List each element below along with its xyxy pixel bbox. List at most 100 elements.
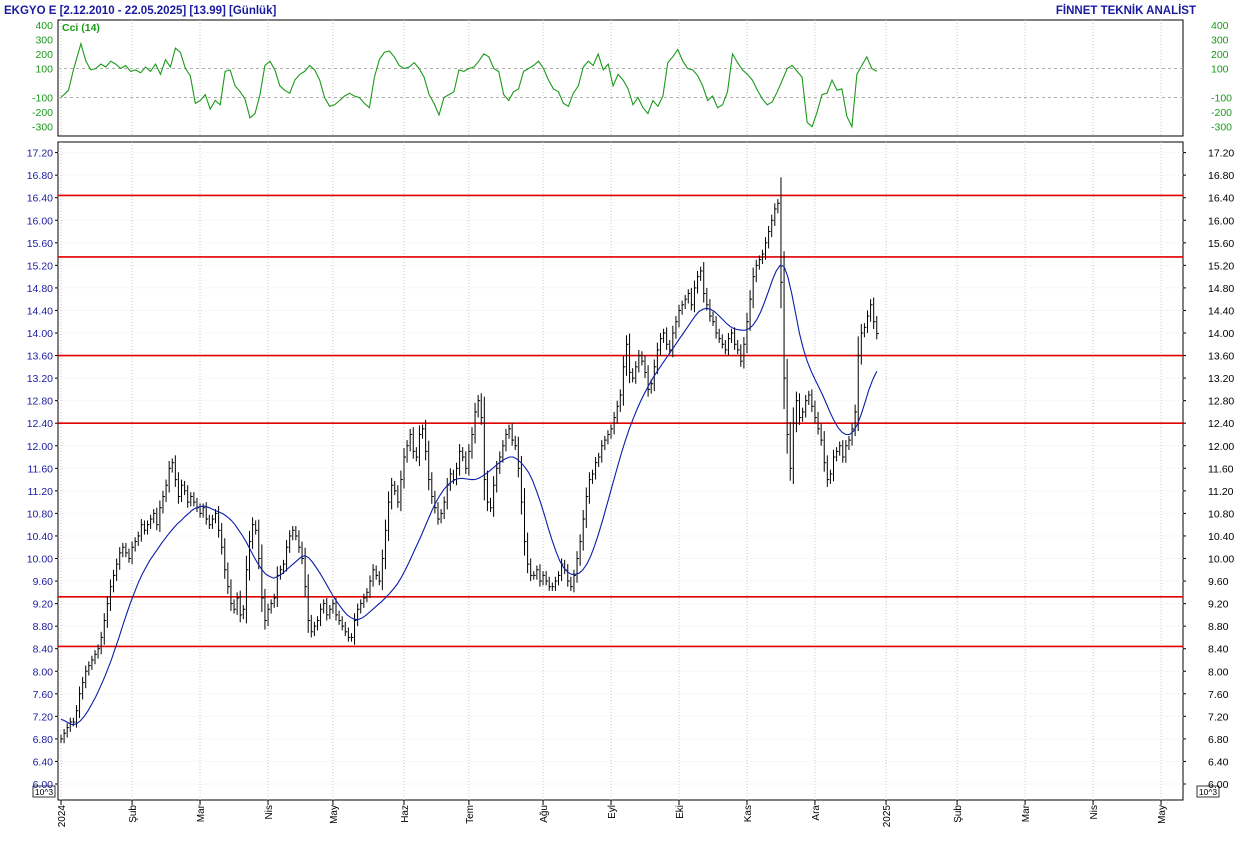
horizontal-levels-layer: [58, 194, 1183, 648]
price-y-tick-label-left: 10.80: [27, 508, 53, 520]
x-tick-label: Nis: [1089, 805, 1100, 819]
price-y-tick-label-left: 8.80: [33, 621, 54, 633]
price-y-tick-label-left: 6.40: [33, 756, 54, 768]
price-y-tick-label-left: 7.60: [33, 689, 54, 701]
price-y-tick-label-right: 12.40: [1208, 418, 1234, 430]
price-y-tick-label-right: 9.20: [1208, 599, 1229, 611]
cci-y-tick-label-left: 300: [35, 34, 53, 46]
price-y-tick-label-right: 8.80: [1208, 621, 1229, 633]
price-y-tick-label-left: 10.00: [27, 554, 53, 566]
price-y-tick-label-left: 6.00: [33, 779, 54, 791]
price-y-tick-label-left: 16.40: [27, 193, 53, 205]
price-y-tick-label-right: 9.60: [1208, 576, 1229, 588]
cci-layer: [60, 41, 878, 129]
price-y-tick-label-right: 10.40: [1208, 531, 1234, 543]
x-tick-label: 2024: [57, 805, 68, 828]
price-y-tick-label-left: 12.00: [27, 441, 53, 453]
cci-y-tick-label-right: -100: [1211, 93, 1232, 105]
price-y-tick-label-right: 14.80: [1208, 283, 1234, 295]
price-y-tick-label-left: 10.40: [27, 531, 53, 543]
price-y-tick-label-left: 12.80: [27, 396, 53, 408]
cci-y-tick-label-left: 200: [35, 49, 53, 61]
cci-y-tick-label-right: -200: [1211, 107, 1232, 119]
moving-average-layer: [60, 264, 878, 726]
price-y-tick-label-right: 13.20: [1208, 373, 1234, 385]
price-y-tick-label-right: 6.00: [1208, 779, 1229, 791]
x-tick-label: Nis: [264, 805, 275, 819]
cci-legend: Cci (14): [62, 22, 100, 34]
price-y-tick-label-left: 7.20: [33, 711, 54, 723]
price-y-tick-label-left: 15.60: [27, 238, 53, 250]
grid-layer: [58, 20, 1183, 800]
x-tick-label: May: [329, 805, 340, 824]
x-tick-label: Ara: [811, 805, 822, 821]
price-y-tick-label-left: 15.20: [27, 260, 53, 272]
price-y-tick-label-right: 10.00: [1208, 554, 1234, 566]
scale-label-right: 10^3: [1199, 787, 1217, 797]
price-y-tick-label-right: 6.40: [1208, 756, 1229, 768]
x-tick-label: Eki: [675, 805, 686, 819]
price-y-tick-label-right: 8.40: [1208, 644, 1229, 656]
price-y-tick-label-right: 16.00: [1208, 215, 1234, 227]
price-panel-frame: [57, 141, 1184, 801]
axis-labels-layer: 2024 Şub Mar Nis May Haz Tem Ağu Eyl Eki Kas Ara 202…: [27, 20, 1235, 827]
price-y-tick-label-left: 11.20: [28, 486, 54, 498]
price-y-tick-label-right: 12.80: [1208, 396, 1234, 408]
scale-box-right: [1196, 785, 1220, 798]
price-y-tick-label-left: 8.40: [33, 644, 54, 656]
price-y-tick-label-right: 15.60: [1208, 238, 1234, 250]
scale-box-left: [32, 785, 56, 798]
cci-y-tick-label-right: 200: [1211, 49, 1229, 61]
cci-panel-frame: [57, 19, 1184, 137]
price-y-tick-label-left: 14.00: [27, 328, 53, 340]
price-y-tick-label-left: 14.40: [27, 305, 53, 317]
cci-y-tick-label-left: 100: [35, 63, 53, 75]
price-y-tick-label-left: 11.60: [28, 463, 54, 475]
price-y-tick-label-right: 11.60: [1208, 463, 1234, 475]
scale-label-left: 10^3: [35, 787, 53, 797]
price-y-tick-label-right: 17.20: [1208, 148, 1234, 160]
price-y-tick-label-left: 9.20: [33, 599, 54, 611]
price-y-tick-label-right: 13.60: [1208, 351, 1234, 363]
x-tick-label: Tem: [465, 805, 476, 824]
price-y-tick-label-left: 13.60: [27, 351, 53, 363]
x-tick-label: Ağu: [539, 805, 550, 823]
price-y-tick-label-right: 15.20: [1208, 260, 1234, 272]
cci-y-tick-label-left: -200: [32, 107, 53, 119]
chart-title: EKGYO E [2.12.2010 - 22.05.2025] [13.99]…: [4, 5, 276, 17]
cci-y-tick-label-left: -300: [32, 122, 53, 134]
price-y-tick-label-right: 11.20: [1208, 486, 1234, 498]
price-y-tick-label-right: 10.80: [1208, 508, 1234, 520]
cci-y-tick-label-left: -100: [32, 93, 53, 105]
cci-y-tick-label-left: 400: [35, 20, 53, 32]
x-tick-label: Eyl: [607, 805, 618, 819]
cci-y-tick-label-right: -300: [1211, 122, 1232, 134]
price-bars-layer: [60, 177, 879, 744]
price-y-tick-label-right: 12.00: [1208, 441, 1234, 453]
price-y-tick-label-left: 13.20: [27, 373, 53, 385]
x-tick-label: May: [1157, 805, 1168, 824]
price-y-tick-label-left: 12.40: [27, 418, 53, 430]
x-tick-label: Haz: [400, 805, 411, 823]
price-y-tick-label-right: 14.00: [1208, 328, 1234, 340]
cci-y-tick-label-right: 100: [1211, 63, 1229, 75]
price-y-tick-label-left: 16.80: [27, 170, 53, 182]
brand-label: FİNNET TEKNİK ANALİST: [1056, 4, 1196, 17]
price-y-tick-label-left: 8.00: [33, 666, 54, 678]
x-tick-label: 2025: [882, 805, 893, 828]
x-tick-label: Kas: [743, 805, 754, 822]
price-y-tick-label-right: 6.80: [1208, 734, 1229, 746]
x-tick-label: Mar: [196, 804, 207, 822]
x-tick-label: Şub: [128, 805, 139, 823]
price-y-tick-label-right: 7.20: [1208, 711, 1229, 723]
price-y-tick-label-left: 6.80: [33, 734, 54, 746]
moving-average-line: [60, 264, 878, 726]
price-y-tick-label-right: 7.60: [1208, 689, 1229, 701]
x-tick-label: Mar: [1021, 804, 1032, 822]
price-y-tick-label-left: 17.20: [27, 148, 53, 160]
cci-y-tick-label-right: 300: [1211, 34, 1229, 46]
price-y-tick-label-right: 16.80: [1208, 170, 1234, 182]
price-y-tick-label-left: 14.80: [27, 283, 53, 295]
